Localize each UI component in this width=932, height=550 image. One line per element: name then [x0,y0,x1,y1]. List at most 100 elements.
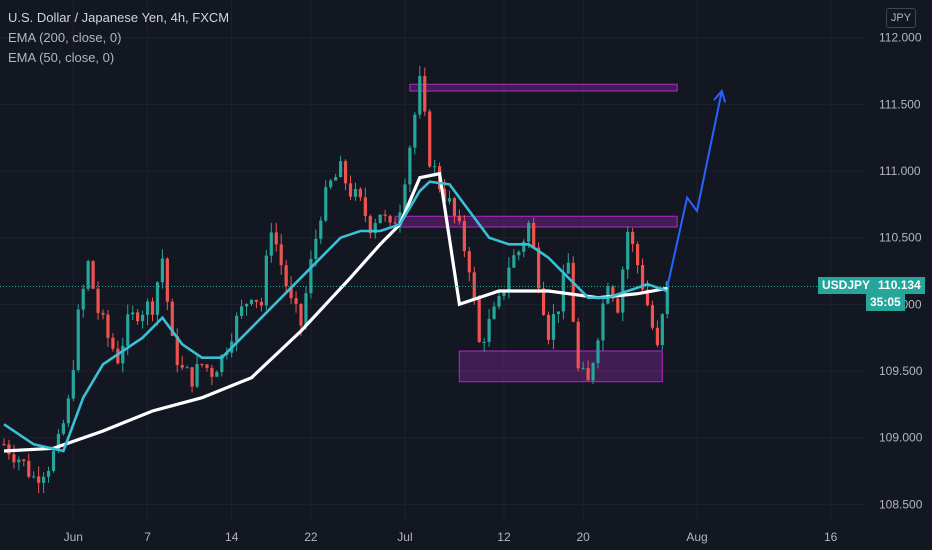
candle-body [289,286,293,299]
projection-arrow[interactable] [666,88,727,288]
candle-body [160,258,164,283]
candle-body [294,298,298,304]
candle-body [17,459,21,463]
candle-body [621,269,625,313]
candle-body [141,314,145,322]
candle-body [566,262,570,274]
candle-body [220,355,224,373]
candle-body [403,184,407,213]
candle-body [249,299,254,304]
candle-body [452,198,457,216]
candle-body [165,258,169,302]
candle-body [492,306,496,319]
candle-body [319,220,323,239]
candle-body [150,301,155,315]
time-axis[interactable]: Jun 7 14 22 Jul 12 20 Aug 16 [0,522,932,550]
candle-body [210,367,214,377]
x-tick-label: 7 [144,530,151,544]
ema200-legend[interactable]: EMA (200, close, 0) [8,30,122,45]
y-tick-label: 109.500 [879,364,923,378]
x-tick-label: 14 [225,530,239,544]
candle-body [304,293,308,326]
y-tick-label: 111.000 [879,164,921,178]
candle-body [631,231,635,244]
grid-lines [0,0,865,522]
price-tag-value: 110.134 [878,278,921,293]
candle-body [532,222,536,248]
candle-body [155,282,160,315]
candle-body [502,289,506,297]
candle-body [343,161,348,184]
price-zone[interactable] [394,215,678,228]
candle-body [423,76,427,112]
candle-body [378,214,382,223]
candle-body [235,315,239,342]
supply-demand-zones[interactable] [394,83,678,383]
candle-body [309,258,313,294]
candle-body [96,288,100,313]
candle-body [442,189,447,202]
candle-body [244,303,249,307]
candle-body [418,76,422,115]
candlesticks [2,65,669,494]
candle-body [512,255,516,268]
price-zone[interactable] [458,350,663,383]
candle-body [42,476,46,483]
candle-body [487,318,491,342]
candle-body [264,255,268,306]
candle-body [408,147,412,185]
candle-body [66,398,70,424]
candle-body [86,261,90,289]
x-tick-label: 20 [576,530,590,544]
candle-body [46,470,51,477]
candle-body [546,314,551,340]
candle-body [200,363,204,365]
candle-body [334,177,338,181]
price-zone[interactable] [409,83,678,92]
bar-countdown-tag: 35:05 [866,294,905,312]
candle-body [393,222,397,224]
candle-body [215,372,219,377]
candle-body [537,247,541,289]
candle-body [27,460,31,477]
candle-body [131,312,135,315]
candle-body [353,188,358,197]
candle-body [136,312,140,322]
candle-body [645,289,650,306]
candle-body [116,348,120,364]
candle-body [507,267,511,290]
candle-body [126,314,130,346]
candle-body [571,262,575,322]
candle-body [477,299,481,342]
candle-body [348,183,353,197]
candle-body [180,365,184,368]
y-tick-label: 110.500 [879,231,922,245]
candle-body [497,296,501,307]
candle-body [433,166,437,168]
ema50-legend[interactable]: EMA (50, close, 0) [8,50,115,65]
candle-body [368,216,372,234]
y-tick-label: 112.000 [879,31,922,45]
candle-body [111,337,115,349]
arrow-head [713,88,727,103]
candle-body [413,114,417,148]
symbol-title[interactable]: U.S. Dollar / Japanese Yen, 4h, FXCM [8,10,230,25]
x-tick-label: 22 [304,530,318,544]
last-price-tag: USDJPY 110.134 [818,277,925,295]
price-tag-symbol: USDJPY [822,278,871,293]
ema50-line [3,180,668,453]
ema200-line [3,171,668,453]
projection-path[interactable] [666,90,723,288]
candle-body [259,301,263,306]
candle-body [398,212,402,224]
candle-body [556,311,560,315]
candle-body [76,309,80,370]
candle-body [388,215,392,223]
candle-body [640,265,645,290]
candle-body [660,314,664,346]
candle-body [106,314,110,338]
candle-body [611,286,615,299]
currency-label[interactable]: JPY [886,8,916,28]
price-axis[interactable]: 112.000111.500111.000110.500110.000109.5… [865,0,932,550]
